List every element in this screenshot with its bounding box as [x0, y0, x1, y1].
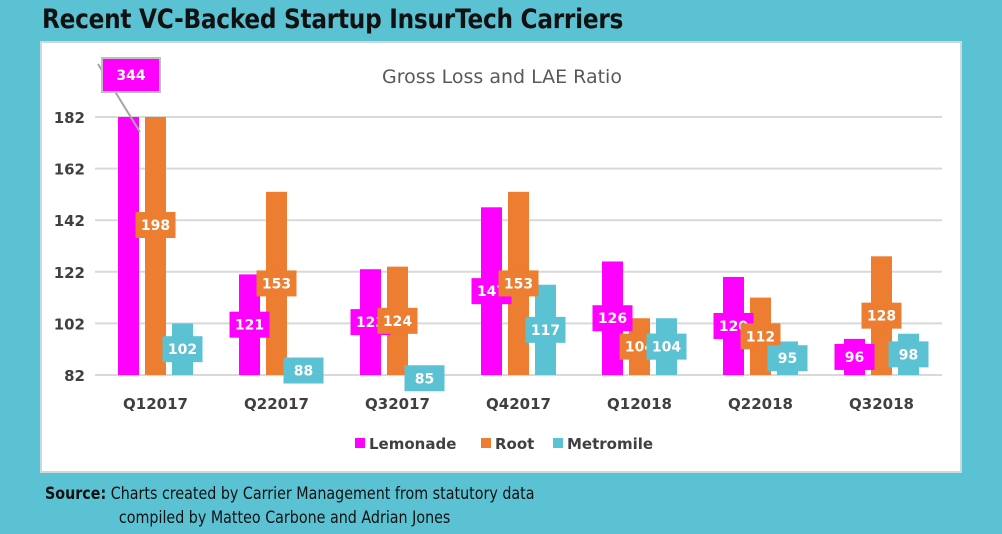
- data-label: 98: [899, 347, 918, 363]
- data-label-box: [101, 57, 161, 93]
- data-label: 153: [504, 276, 533, 292]
- data-label-box: [498, 270, 539, 297]
- data-label-box: [404, 365, 445, 392]
- data-label: 85: [415, 371, 434, 387]
- y-tick-label: 142: [54, 212, 85, 230]
- bar-root: [145, 117, 166, 375]
- data-label: 112: [746, 329, 775, 345]
- chart-title: Gross Loss and LAE Ratio: [382, 66, 622, 88]
- x-tick-label: Q12017: [123, 395, 188, 413]
- data-label: 344: [116, 68, 145, 84]
- source-label: Source:: [45, 484, 107, 504]
- data-label: 104: [652, 340, 681, 356]
- data-label-box: [592, 305, 633, 332]
- data-label-box: [135, 212, 176, 238]
- x-tick-label: Q32017: [365, 395, 430, 413]
- y-tick-label: 162: [54, 161, 85, 179]
- legend-label: Root: [495, 435, 534, 453]
- data-label-box: [229, 311, 270, 338]
- y-tick-label: 82: [64, 367, 85, 385]
- data-label-box: [525, 316, 566, 343]
- x-tick-label: Q12018: [607, 395, 672, 413]
- x-tick-label: Q22017: [244, 395, 309, 413]
- data-label: 198: [141, 218, 170, 234]
- data-label: 96: [845, 350, 864, 366]
- y-tick-label: 122: [54, 264, 85, 282]
- data-label-box: [888, 341, 929, 368]
- data-label: 126: [598, 311, 627, 327]
- source-line-2: compiled by Matteo Carbone and Adrian Jo…: [118, 508, 451, 528]
- legend-swatch: [553, 438, 563, 448]
- data-label: 124: [383, 314, 412, 330]
- legend-swatch: [481, 438, 491, 448]
- legend-item-root: Root: [481, 435, 534, 453]
- data-label: 117: [531, 323, 560, 339]
- data-label-box: [861, 302, 902, 329]
- data-label-box: [283, 357, 324, 384]
- source-note: Source: Charts created by Carrier Manage…: [45, 482, 534, 530]
- legend-item-metromile: Metromile: [553, 435, 653, 453]
- data-label: 128: [867, 309, 896, 325]
- data-label: 102: [168, 342, 197, 358]
- x-tick-label: Q32018: [849, 395, 914, 413]
- y-tick-label: 102: [54, 315, 85, 333]
- x-tick-label: Q42017: [486, 395, 551, 413]
- page-title: Recent VC-Backed Startup InsurTech Carri…: [42, 4, 624, 35]
- bar-lemonade: [118, 117, 139, 375]
- source-line-1: Charts created by Carrier Management fro…: [110, 484, 535, 504]
- y-tick-label: 182: [54, 109, 85, 127]
- data-label-box: [162, 336, 203, 363]
- data-label-box: [834, 343, 875, 370]
- legend-swatch: [355, 438, 365, 448]
- data-label-box: [646, 333, 687, 360]
- legend-item-lemonade: Lemonade: [355, 435, 456, 453]
- legend-label: Lemonade: [369, 435, 456, 453]
- legend-label: Metromile: [567, 435, 653, 453]
- x-tick-label: Q22018: [728, 395, 793, 413]
- data-label-box: [740, 323, 781, 350]
- data-label: 95: [778, 351, 797, 367]
- data-label: 153: [262, 276, 291, 292]
- data-label: 121: [235, 318, 264, 334]
- data-label: 88: [294, 364, 313, 380]
- data-label-box: [256, 270, 297, 297]
- data-label-box: [767, 345, 808, 372]
- data-label-box: [377, 307, 418, 334]
